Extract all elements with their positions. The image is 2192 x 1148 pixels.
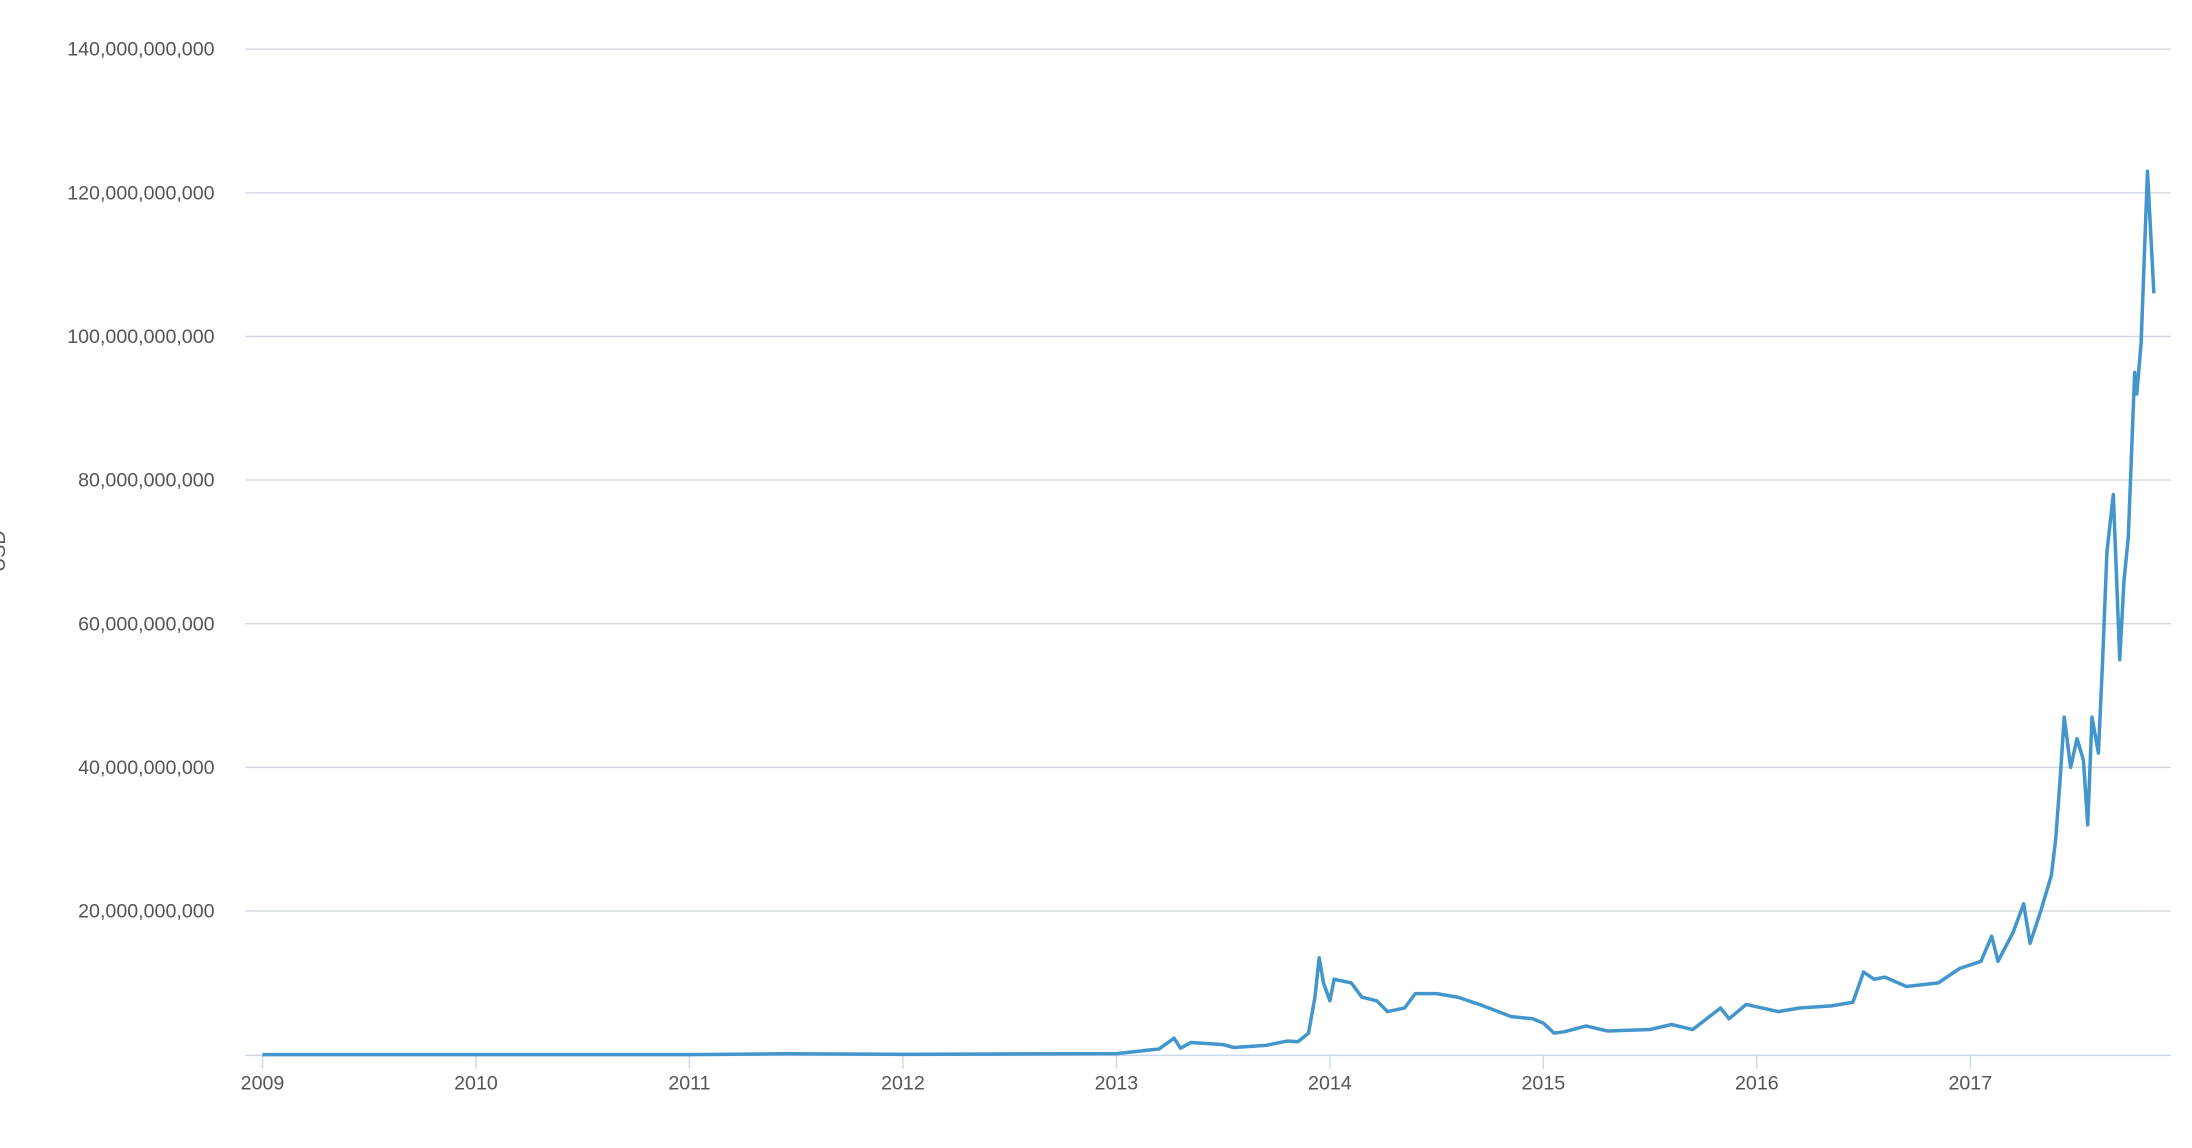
x-tick-label: 2009 [241,1072,285,1094]
x-tick-label: 2012 [881,1072,925,1094]
y-tick-label: 60,000,000,000 [78,613,215,635]
x-tick-label: 2011 [668,1072,710,1094]
x-tick-label: 2015 [1522,1072,1566,1094]
x-tick-label: 2016 [1735,1072,1779,1094]
y-tick-label: 120,000,000,000 [67,182,214,204]
data-line [262,169,2156,1057]
x-tick-label: 2013 [1095,1072,1139,1094]
y-tick-label: 80,000,000,000 [78,470,215,492]
y-axis-title: USD [0,530,10,571]
y-tick-label: 40,000,000,000 [78,757,215,779]
y-tick-label: 100,000,000,000 [67,326,214,348]
x-tick-label: 2017 [1948,1072,1992,1094]
x-tick-label: 2010 [454,1072,498,1094]
x-tick-label: 2014 [1308,1072,1352,1094]
y-tick-label: 20,000,000,000 [78,901,215,923]
y-tick-label: 140,000,000,000 [67,39,214,61]
